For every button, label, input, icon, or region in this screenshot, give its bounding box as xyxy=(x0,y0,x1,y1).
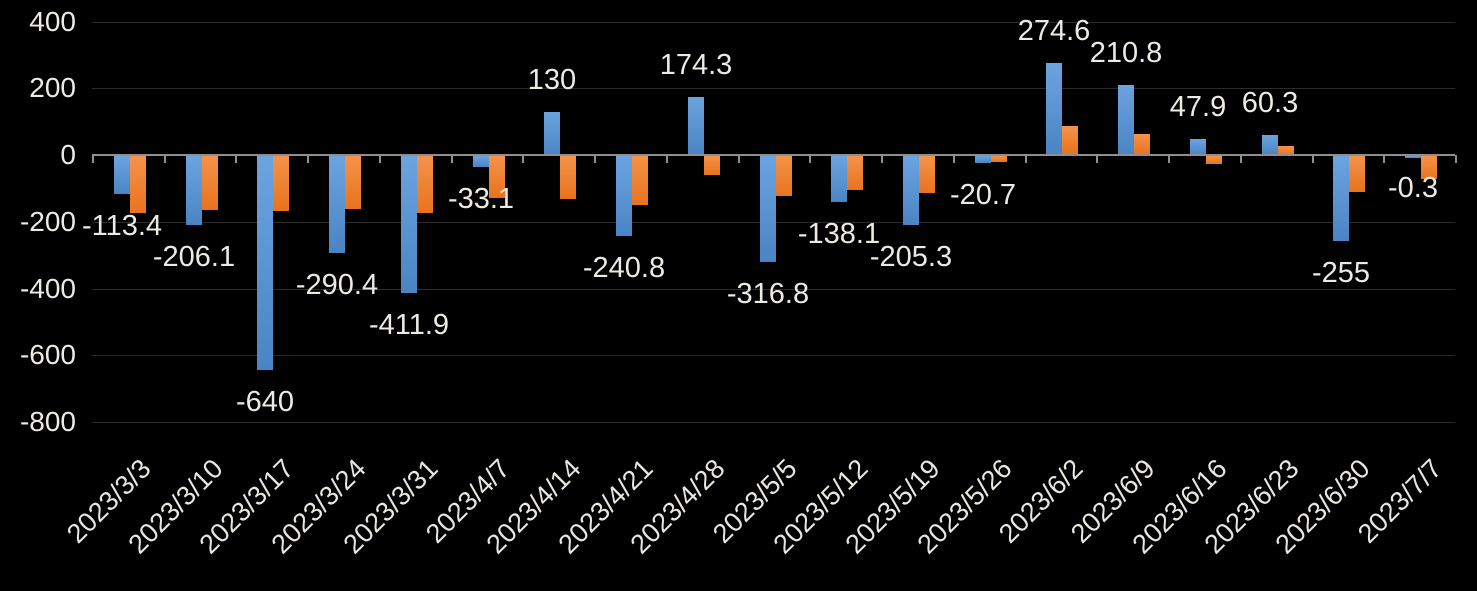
blue-bar xyxy=(760,156,776,262)
data-label: -240.8 xyxy=(582,252,666,284)
gridline xyxy=(92,422,1455,423)
y-tick-label: -200 xyxy=(19,206,76,237)
data-label: 47.9 xyxy=(1169,91,1227,123)
orange-bar xyxy=(1062,125,1078,155)
axis-tick xyxy=(235,155,237,163)
data-label: -205.3 xyxy=(869,241,953,273)
data-label: -255 xyxy=(1311,257,1371,289)
y-tick-label: -400 xyxy=(19,273,76,304)
orange-bar xyxy=(991,156,1007,162)
data-label: -206.1 xyxy=(152,241,236,273)
blue-bar xyxy=(975,156,991,163)
blue-bar xyxy=(1118,84,1134,155)
axis-tick xyxy=(1025,155,1027,163)
data-label: -138.1 xyxy=(797,218,881,250)
data-label: -640 xyxy=(235,386,295,418)
orange-bar xyxy=(1134,134,1150,155)
blue-bar xyxy=(473,156,489,168)
axis-tick xyxy=(1455,155,1457,163)
orange-bar xyxy=(1349,156,1365,192)
blue-bar xyxy=(329,156,345,253)
data-label: 174.3 xyxy=(659,49,733,81)
blue-bar xyxy=(616,156,632,237)
axis-tick xyxy=(451,155,453,163)
data-label: 210.8 xyxy=(1089,37,1163,69)
orange-bar xyxy=(202,156,218,211)
orange-bar xyxy=(417,156,433,213)
axis-tick xyxy=(1383,155,1385,163)
data-label: -33.1 xyxy=(447,183,515,215)
axis-tick xyxy=(1096,155,1098,163)
blue-bar xyxy=(1190,139,1206,155)
axis-tick xyxy=(1168,155,1170,163)
axis-tick xyxy=(738,155,740,163)
x-axis-line xyxy=(92,154,1455,156)
blue-bar xyxy=(831,156,847,203)
blue-bar xyxy=(1333,156,1349,242)
gridline xyxy=(92,355,1455,356)
data-label: -113.4 xyxy=(81,210,163,242)
orange-bar xyxy=(273,156,289,211)
gridline xyxy=(92,88,1455,89)
data-label: -316.8 xyxy=(726,278,810,310)
blue-bar xyxy=(1405,156,1421,158)
gridline xyxy=(92,289,1455,290)
blue-bar xyxy=(114,156,130,194)
orange-bar xyxy=(130,156,146,213)
orange-bar xyxy=(345,156,361,209)
gridline xyxy=(92,22,1455,23)
blue-bar xyxy=(544,111,560,155)
orange-bar xyxy=(1278,145,1294,155)
data-label: -290.4 xyxy=(295,269,379,301)
data-label: -0.3 xyxy=(1388,172,1438,204)
axis-tick xyxy=(666,155,668,163)
axis-tick xyxy=(92,155,94,163)
orange-bar xyxy=(776,156,792,197)
y-tick-label: 400 xyxy=(29,6,76,37)
axis-tick xyxy=(809,155,811,163)
y-tick-label: 200 xyxy=(29,72,76,103)
axis-tick xyxy=(953,155,955,163)
axis-tick xyxy=(164,155,166,163)
y-tick-label: -600 xyxy=(19,339,76,370)
axis-tick xyxy=(307,155,309,163)
orange-bar xyxy=(847,156,863,191)
orange-bar xyxy=(560,156,576,199)
blue-bar xyxy=(688,96,704,155)
axis-tick xyxy=(522,155,524,163)
axis-tick xyxy=(1240,155,1242,163)
blue-bar xyxy=(903,156,919,225)
data-label: -20.7 xyxy=(949,179,1017,211)
data-label: 130 xyxy=(527,64,577,96)
blue-bar xyxy=(1262,134,1278,155)
y-tick-label: 0 xyxy=(60,139,76,170)
orange-bar xyxy=(704,156,720,176)
orange-bar xyxy=(632,156,648,206)
orange-bar xyxy=(489,156,505,198)
blue-bar xyxy=(186,156,202,225)
axis-tick xyxy=(379,155,381,163)
data-label: 60.3 xyxy=(1241,87,1299,119)
orange-bar xyxy=(1421,156,1437,180)
axis-tick xyxy=(594,155,596,163)
blue-bar xyxy=(257,156,273,370)
blue-bar xyxy=(401,156,417,294)
orange-bar xyxy=(1206,156,1222,165)
y-tick-label: -800 xyxy=(19,406,76,437)
orange-bar xyxy=(919,156,935,193)
blue-bar xyxy=(1046,63,1062,155)
data-label: 274.6 xyxy=(1017,15,1091,47)
axis-tick xyxy=(1312,155,1314,163)
data-label: -411.9 xyxy=(368,309,450,341)
axis-tick xyxy=(881,155,883,163)
